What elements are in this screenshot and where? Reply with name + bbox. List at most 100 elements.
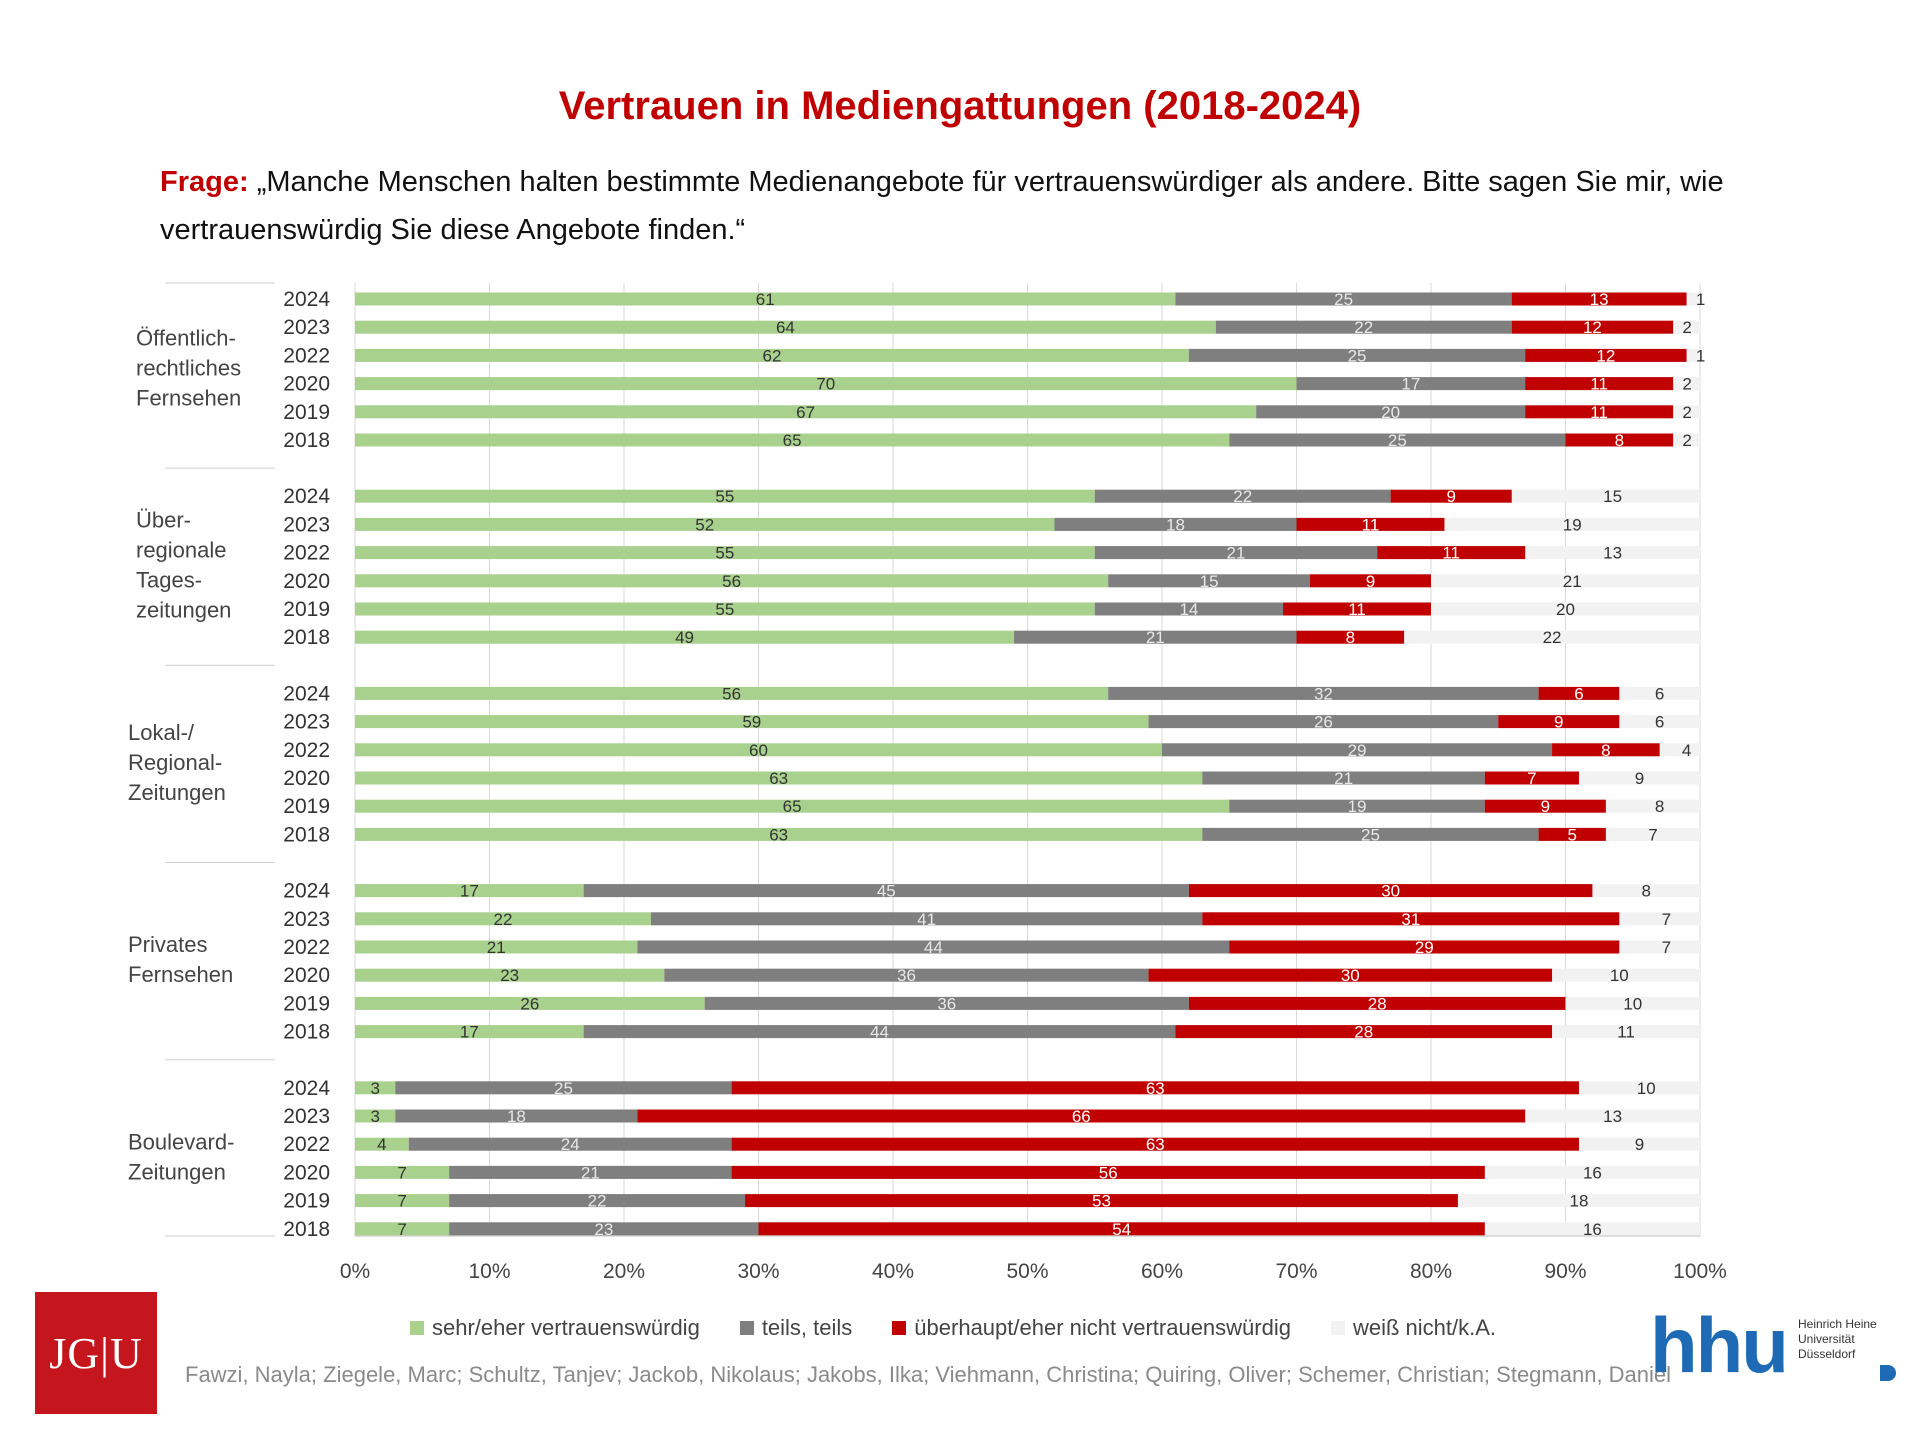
- bar-segment: [1390, 489, 1512, 503]
- bar-segment: [1202, 912, 1620, 926]
- data-label: 28: [1354, 1023, 1373, 1042]
- year-label: 2023: [283, 1105, 330, 1128]
- data-label: 64: [776, 318, 795, 337]
- legend-swatch-weiss-nicht: [1330, 1321, 1345, 1335]
- data-label: 63: [769, 769, 788, 788]
- year-label: 2022: [283, 542, 330, 565]
- year-label: 2019: [283, 598, 330, 621]
- bar-segment: [355, 799, 1230, 813]
- chart-title: Vertrauen in Mediengattungen (2018-2024): [558, 84, 1362, 128]
- bar-segment: [1283, 602, 1431, 616]
- bar-segment: [1525, 405, 1674, 419]
- bar-segment: [1188, 996, 1566, 1010]
- hhu-logo-word: hhu: [1650, 1301, 1789, 1389]
- data-label: 18: [507, 1107, 526, 1126]
- data-label: 13: [1603, 544, 1622, 563]
- data-label: 56: [722, 684, 741, 703]
- bar-segment: [355, 743, 1162, 757]
- year-label: 2023: [283, 711, 330, 734]
- group-label: Privates: [128, 932, 207, 957]
- group-label: rechtliches: [136, 356, 241, 381]
- bar-segment: [731, 1165, 1485, 1179]
- data-label: 2: [1682, 318, 1691, 337]
- legend-label: teils, teils: [761, 1315, 853, 1340]
- bar-segment: [1525, 377, 1674, 391]
- bar-segment: [355, 602, 1095, 616]
- year-label: 2020: [283, 767, 330, 790]
- year-label: 2019: [283, 1190, 330, 1213]
- data-label: 61: [756, 290, 775, 309]
- data-label: 22: [588, 1192, 607, 1211]
- data-label: 25: [1334, 290, 1353, 309]
- bar-segment: [731, 1137, 1579, 1151]
- bar-segment: [1175, 1025, 1553, 1039]
- year-label: 2019: [283, 992, 330, 1015]
- group-label: Tages-: [136, 568, 202, 593]
- data-label: 7: [1648, 825, 1657, 844]
- data-label: 21: [581, 1163, 600, 1182]
- data-label: 11: [1442, 544, 1460, 563]
- data-label: 5: [1567, 825, 1576, 844]
- data-label: 4: [1682, 741, 1691, 760]
- data-label: 10: [1610, 966, 1629, 985]
- group-label: Boulevard-: [128, 1129, 234, 1154]
- bar-segment: [1256, 405, 1526, 419]
- data-label: 66: [1072, 1107, 1091, 1126]
- bar-segment: [355, 630, 1015, 644]
- bar-segment: [1108, 686, 1539, 700]
- stacked-bar-chart: 0% 10% 20% 30% 40% 50% 60% 70% 80% 90% 100%2024 61 2…: [128, 282, 1727, 1283]
- bar-segment: [637, 1109, 1526, 1123]
- year-label: 2022: [283, 344, 330, 367]
- data-label: 7: [397, 1220, 406, 1239]
- hhu-logo-subtitle: Heinrich Heine Universität Düsseldorf: [1798, 1317, 1877, 1361]
- data-label: 7: [1527, 769, 1536, 788]
- bar-segment: [1229, 799, 1485, 813]
- bar-segment: [758, 1222, 1485, 1236]
- bar-segment: [395, 1109, 638, 1123]
- year-label: 2018: [283, 1218, 330, 1241]
- data-label: 4: [377, 1135, 386, 1154]
- bar-segment: [1511, 292, 1687, 306]
- bar-segment: [355, 940, 638, 954]
- data-label: 55: [715, 487, 734, 506]
- legend-swatch-nicht: [892, 1321, 907, 1335]
- bar-segment: [355, 517, 1055, 531]
- data-label: 21: [1146, 628, 1165, 647]
- year-label: 2018: [283, 429, 330, 452]
- legend-label: sehr/eher vertrauenswürdig: [432, 1315, 700, 1340]
- data-label: 25: [1361, 825, 1380, 844]
- year-label: 2023: [283, 513, 330, 536]
- bar-segment: [664, 968, 1149, 982]
- bar-segment: [1377, 546, 1526, 560]
- bar-segment: [355, 884, 584, 898]
- year-label: 2018: [283, 823, 330, 846]
- question-text: Frage: „Manche Menschen halten bestimmte…: [160, 158, 1800, 254]
- data-label: 9: [1366, 572, 1375, 591]
- bar-segment: [355, 1081, 396, 1095]
- data-label: 53: [1092, 1192, 1111, 1211]
- bar-segment: [449, 1222, 759, 1236]
- legend-label: weiß nicht/k.A.: [1352, 1315, 1497, 1340]
- data-label: 3: [370, 1107, 379, 1126]
- data-label: 13: [1603, 1107, 1622, 1126]
- bar-segment: [355, 771, 1203, 785]
- data-label: 25: [554, 1079, 573, 1098]
- data-label: 36: [897, 966, 916, 985]
- bar-segment: [355, 320, 1216, 334]
- group-label: Über-: [136, 508, 191, 533]
- bar-segment: [1202, 827, 1539, 841]
- data-label: 17: [460, 1023, 479, 1042]
- bar-segment: [355, 292, 1176, 306]
- x-tick-label: 40%: [872, 1260, 914, 1283]
- bar-segment: [449, 1165, 732, 1179]
- data-label: 49: [675, 628, 694, 647]
- year-label: 2022: [283, 1133, 330, 1156]
- data-label: 11: [1617, 1023, 1635, 1042]
- bar-segment: [745, 1194, 1458, 1208]
- data-label: 1: [1696, 346, 1705, 365]
- bar-segment: [355, 574, 1109, 588]
- data-label: 11: [1590, 375, 1608, 394]
- bar-segment: [355, 715, 1149, 729]
- data-label: 11: [1590, 403, 1608, 422]
- bar-segment: [449, 1194, 746, 1208]
